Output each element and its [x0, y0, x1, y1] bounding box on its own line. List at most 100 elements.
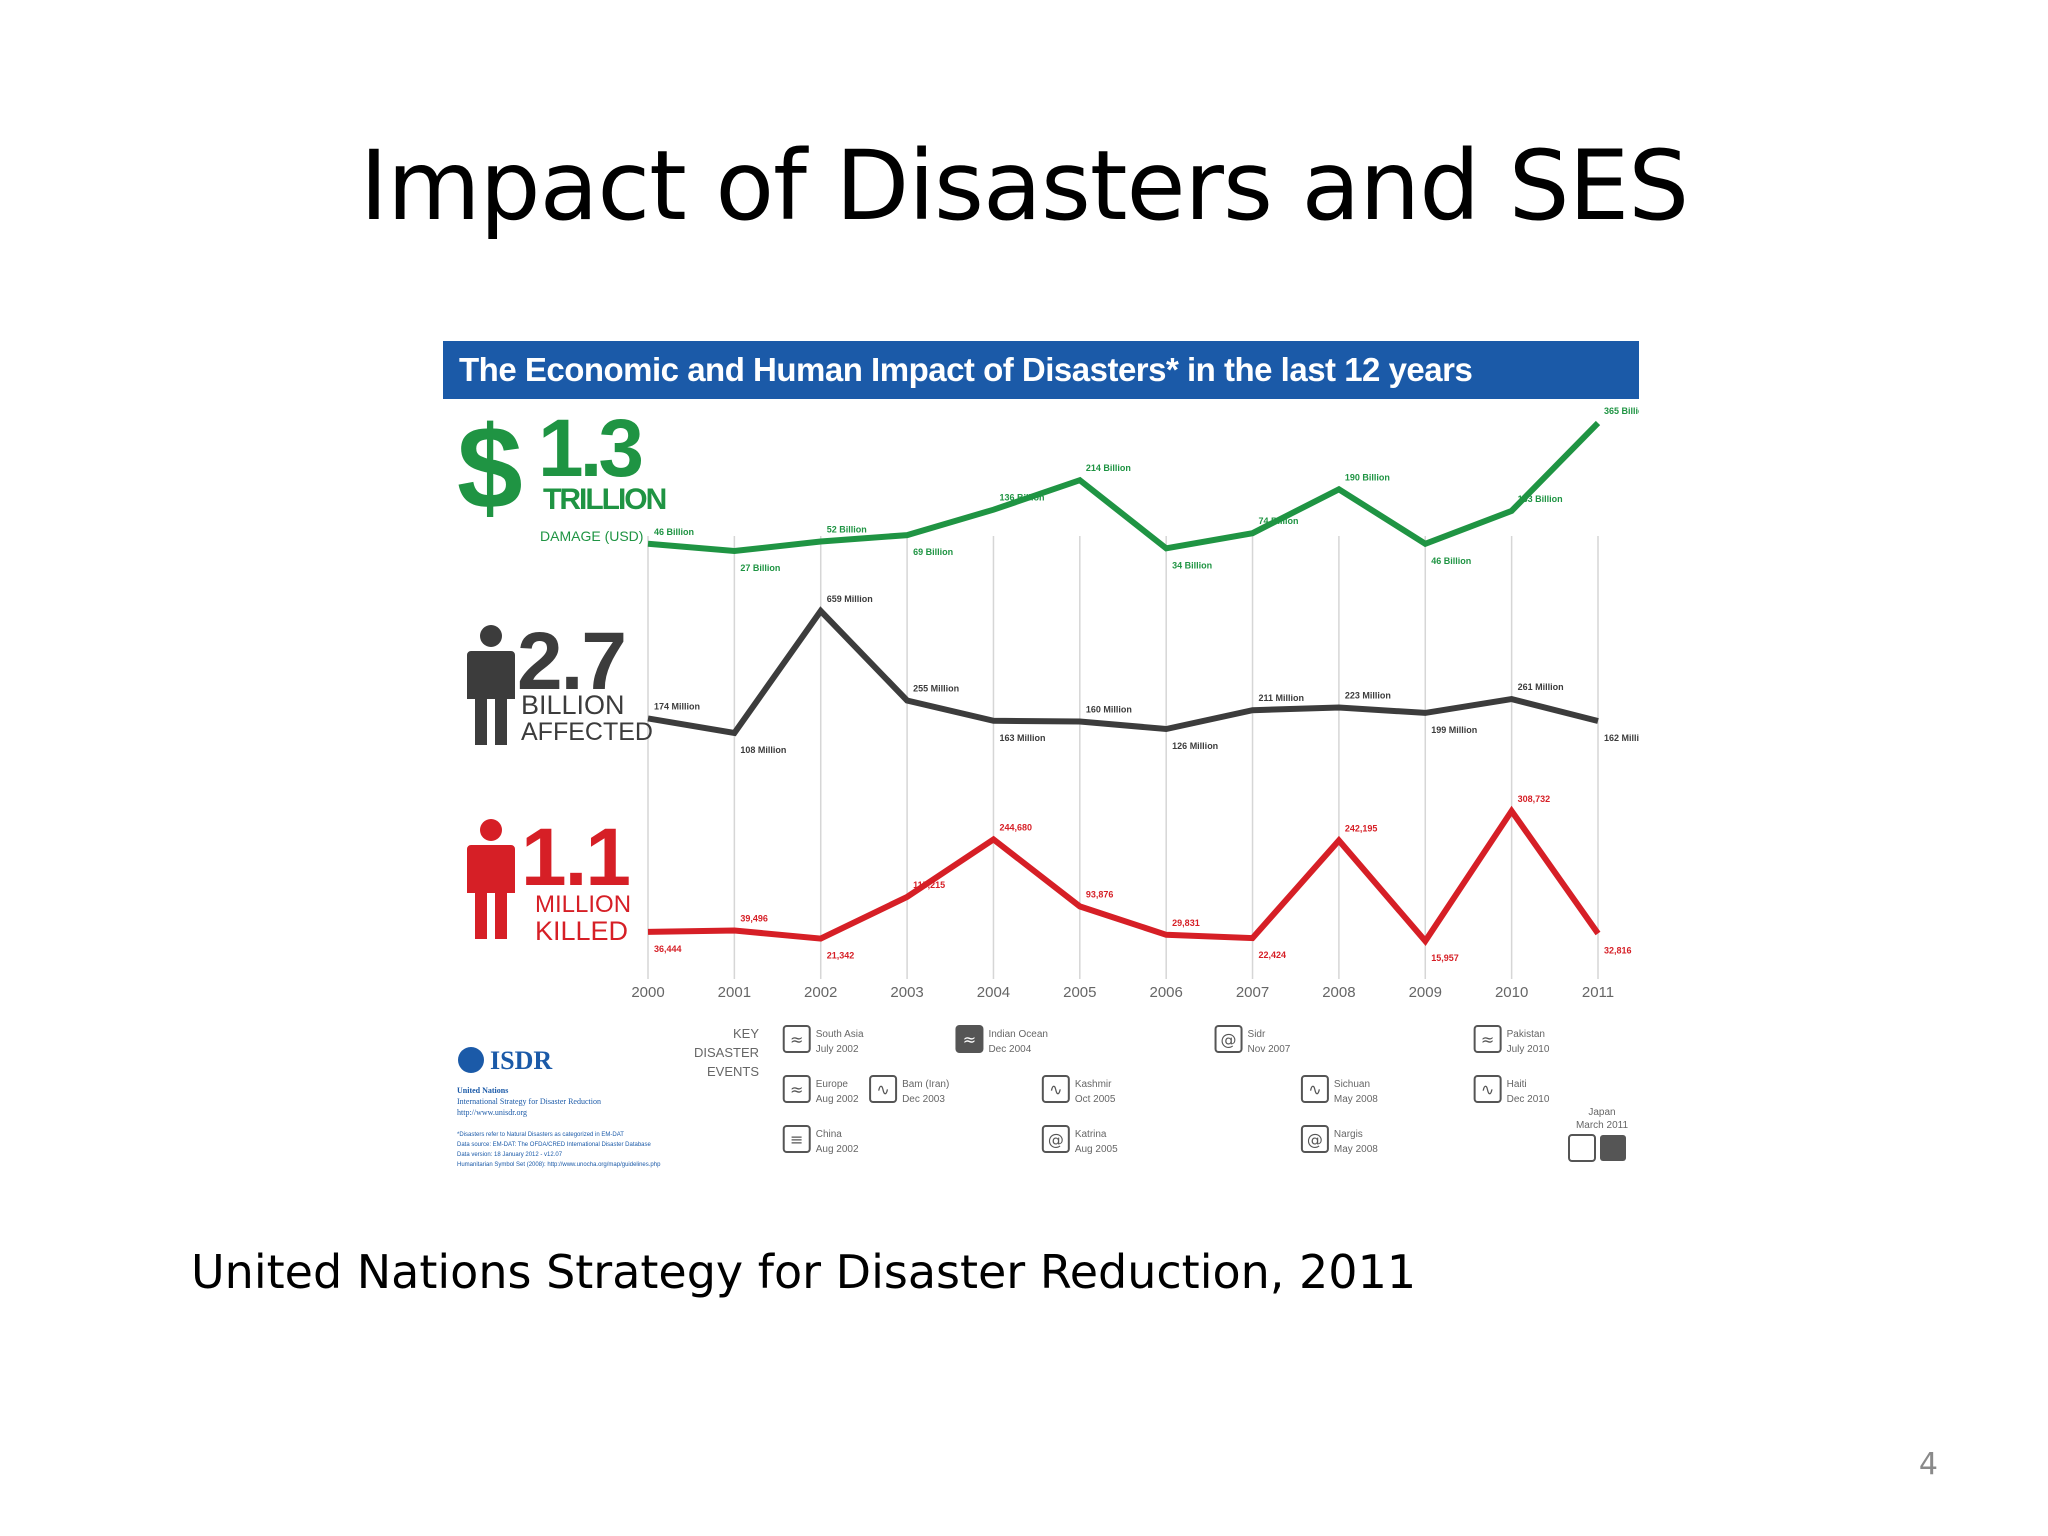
- key-event-text: China: [816, 1129, 843, 1140]
- data-label: 46 Billion: [654, 527, 694, 537]
- flood-icon-glyph: ≈: [790, 1080, 803, 1099]
- earthquake-icon: [869, 1075, 898, 1103]
- damage-headline-subtitle: DAMAGE (USD): [540, 528, 643, 544]
- key-event-text: Nov 2007: [1248, 1044, 1291, 1055]
- data-label: 136 Billion: [999, 493, 1044, 503]
- key-event-text: May 2008: [1334, 1144, 1378, 1155]
- wind-icon: [782, 1125, 811, 1153]
- page-number: 4: [1918, 1447, 1938, 1482]
- source-org-line: http://www.unisdr.org: [457, 1108, 527, 1117]
- x-tick-label: 2005: [1063, 984, 1096, 1001]
- flood-icon: [1473, 1025, 1502, 1053]
- data-label: 160 Million: [1086, 704, 1132, 714]
- source-footnote: Data source: EM-DAT: The OFDA/CRED Inter…: [457, 1142, 652, 1148]
- x-tick-label: 2008: [1322, 984, 1355, 1001]
- key-event-text: Kashmir: [1075, 1079, 1112, 1090]
- key-event-text: July 2002: [816, 1044, 859, 1055]
- un-emblem-icon: [458, 1047, 484, 1073]
- slide-title: Impact of Disasters and SES: [359, 130, 1689, 242]
- earthquake-icon-glyph: ∿: [1308, 1080, 1321, 1099]
- key-event-text: Aug 2005: [1075, 1144, 1118, 1155]
- affected-headline-unit: BILLION: [521, 690, 625, 720]
- key-event-text: July 2010: [1507, 1044, 1550, 1055]
- key-event-text: Aug 2002: [816, 1094, 859, 1105]
- killed-headline-subtitle: KILLED: [535, 916, 628, 946]
- flood-icon-glyph: ≈: [1481, 1030, 1494, 1049]
- person-icon: [467, 625, 515, 745]
- earthquake-icon: [1473, 1075, 1502, 1103]
- key-event-text: March 2011: [1576, 1120, 1629, 1131]
- cyclone-icon: [1214, 1025, 1243, 1053]
- data-label: 36,444: [654, 944, 682, 954]
- data-label: 39,496: [740, 914, 768, 924]
- data-label: 133 Billion: [1518, 494, 1563, 504]
- series-line-damage: [647, 420, 1601, 555]
- tsunami-icon-glyph: ≈: [963, 1030, 976, 1049]
- key-event-text: May 2008: [1334, 1094, 1378, 1105]
- key-event-text: Dec 2003: [902, 1094, 945, 1105]
- data-label: 308,732: [1518, 794, 1551, 804]
- data-label: 214 Billion: [1086, 463, 1131, 473]
- key-events-label: KEY: [733, 1026, 759, 1041]
- data-label: 261 Million: [1518, 682, 1564, 692]
- isdr-logo: ISDR: [490, 1046, 552, 1075]
- affected-headline-value: 2.7: [517, 616, 625, 707]
- cyclone-icon-glyph: @: [1048, 1130, 1064, 1149]
- data-label: 126 Million: [1172, 741, 1218, 751]
- data-label: 162 Million: [1604, 733, 1639, 743]
- flood-icon: [782, 1025, 811, 1053]
- key-event-text: Pakistan: [1507, 1029, 1545, 1040]
- flood-icon: [782, 1075, 811, 1103]
- data-label: 174 Million: [654, 701, 700, 711]
- killed-headline-unit: MILLION: [535, 891, 631, 918]
- source-org-line: United Nations: [457, 1086, 508, 1095]
- data-label: 32,816: [1604, 946, 1632, 956]
- source-footnote: Data version: 18 January 2012 - v12.07: [457, 1152, 563, 1158]
- data-label: 190 Billion: [1345, 472, 1390, 482]
- data-label: 27 Billion: [740, 563, 780, 573]
- cyclone-icon-glyph: @: [1307, 1130, 1323, 1149]
- damage-headline-unit: TRILLION: [543, 483, 666, 516]
- disaster-infographic: The Economic and Human Impact of Disaste…: [443, 341, 1639, 1181]
- data-label: 365 Billion: [1604, 406, 1639, 416]
- data-label: 659 Million: [827, 594, 873, 604]
- data-label: 242,195: [1345, 824, 1378, 834]
- key-event-text: Sidr: [1248, 1029, 1266, 1040]
- data-label: 108 Million: [740, 745, 786, 755]
- infographic-banner: The Economic and Human Impact of Disaste…: [443, 341, 1639, 399]
- person-head: [480, 625, 502, 647]
- x-tick-label: 2004: [977, 984, 1010, 1001]
- person-icon: [467, 819, 515, 939]
- x-tick-label: 2001: [718, 984, 751, 1001]
- data-label: 115,215: [913, 880, 945, 890]
- tsunami-icon: [955, 1025, 984, 1053]
- earthquake-icon-glyph: ∿: [1049, 1080, 1062, 1099]
- source-footnote: *Disasters refer to Natural Disasters as…: [457, 1132, 624, 1138]
- data-label: 244,680: [999, 822, 1032, 832]
- person-body: [467, 651, 515, 745]
- data-label: 211 Million: [1259, 693, 1305, 703]
- data-label: 15,957: [1431, 953, 1459, 963]
- x-tick-label: 2009: [1409, 984, 1442, 1001]
- data-label: 74 Billion: [1259, 516, 1299, 526]
- data-label: 223 Million: [1345, 691, 1391, 701]
- key-event-text: Katrina: [1075, 1129, 1107, 1140]
- data-label: 52 Billion: [827, 525, 867, 535]
- data-label: 29,831: [1172, 918, 1200, 928]
- key-events-label: DISASTER: [694, 1045, 759, 1060]
- x-tick-label: 2003: [890, 984, 923, 1001]
- source-org-line: International Strategy for Disaster Redu…: [457, 1097, 601, 1106]
- key-event-text: Dec 2010: [1507, 1094, 1550, 1105]
- person-body: [467, 845, 515, 939]
- key-event-text: Europe: [816, 1079, 849, 1090]
- key-event-text: Oct 2005: [1075, 1094, 1116, 1105]
- data-label: 21,342: [827, 951, 855, 961]
- data-label: 46 Billion: [1431, 556, 1471, 566]
- earthquake-icon-glyph: ∿: [876, 1080, 889, 1099]
- x-tick-label: 2007: [1236, 984, 1269, 1001]
- x-tick-label: 2000: [631, 984, 664, 1001]
- x-tick-label: 2010: [1495, 984, 1528, 1001]
- data-label: 34 Billion: [1172, 560, 1212, 570]
- earthquake-icon: [1300, 1075, 1329, 1103]
- flood-icon-glyph: ≈: [790, 1030, 803, 1049]
